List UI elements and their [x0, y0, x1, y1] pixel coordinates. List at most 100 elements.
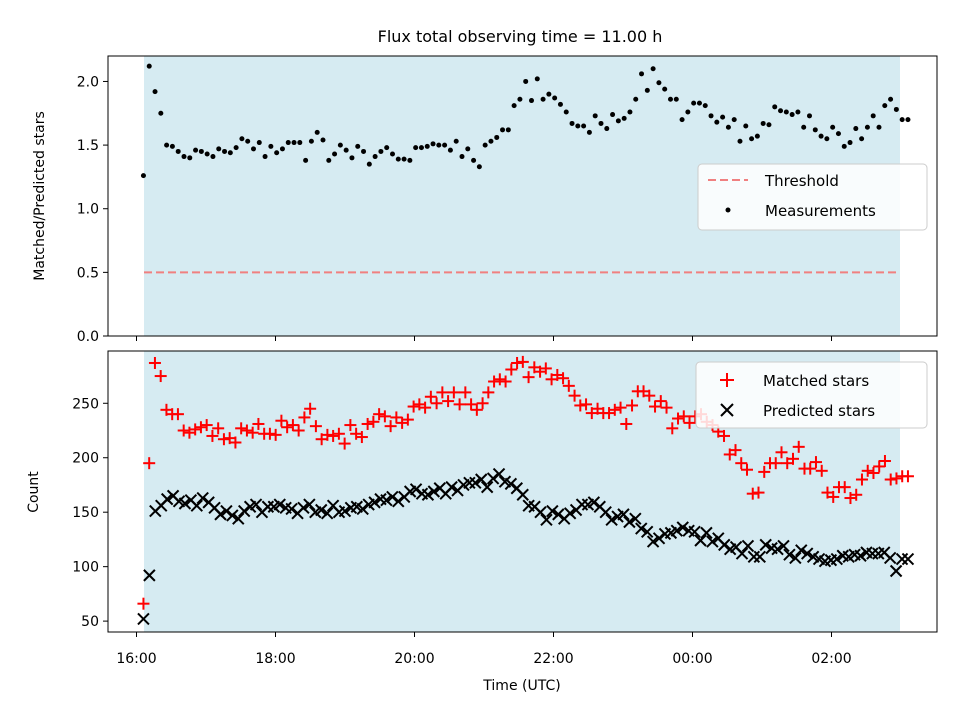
- measurement-point: [783, 109, 789, 115]
- measurement-point: [679, 117, 685, 123]
- measurement-point: [424, 143, 430, 149]
- predicted-star-point: [795, 544, 808, 557]
- matched-star-point: [649, 400, 662, 413]
- predicted-star-point: [534, 505, 547, 519]
- predicted-star-point: [475, 473, 488, 486]
- top-y-tick-label: 0.5: [77, 265, 99, 281]
- matched-star-point: [557, 372, 570, 385]
- matched-star-point: [390, 411, 403, 424]
- matched-star-point: [677, 410, 690, 423]
- measurement-point: [175, 148, 181, 154]
- matched-star-point: [493, 373, 506, 386]
- measurement-point: [743, 123, 749, 129]
- measurement-point: [181, 154, 187, 160]
- bottom-y-ticks: 50 100 150 200 250: [72, 396, 108, 630]
- bottom-y-tick-label: 200: [72, 451, 99, 467]
- top-axes-frame: [107, 55, 938, 337]
- matched-star-point: [873, 460, 886, 473]
- measurement-point: [598, 120, 604, 126]
- matched-star-point: [137, 597, 150, 610]
- predicted-star-point: [676, 521, 689, 534]
- predicted-star-point: [617, 508, 630, 521]
- measurement-point: [222, 148, 228, 154]
- bottom-y-tick-label: 50: [81, 614, 99, 630]
- matched-star-point: [465, 398, 478, 411]
- measurement-point: [233, 145, 239, 151]
- measurement-point: [789, 112, 795, 118]
- matched-star-point: [171, 408, 184, 421]
- matched-star-point: [867, 466, 880, 479]
- measurement-point: [685, 109, 691, 115]
- measurement-point: [517, 96, 523, 102]
- matched-star-point: [741, 463, 754, 476]
- measurement-point: [835, 131, 841, 137]
- predicted-star-point: [854, 549, 867, 562]
- matched-star-point: [499, 375, 512, 388]
- matched-star-point: [660, 401, 673, 414]
- predicted-star-point: [232, 512, 245, 525]
- measurement-point: [511, 103, 517, 109]
- measurement-point: [442, 142, 448, 148]
- measurement-point: [731, 117, 737, 123]
- predicted-star-point: [640, 525, 654, 539]
- bottom-x-ticks: 16:00 18:00 20:00 22:00 00:00 02:00: [116, 632, 852, 667]
- legend-predicted-label: Predicted stars: [763, 402, 875, 420]
- predicted-star-point: [718, 538, 731, 552]
- measurement-point: [187, 155, 193, 161]
- matched-star-point: [292, 424, 305, 437]
- matched-star-point: [332, 427, 345, 440]
- matched-star-point: [246, 426, 259, 439]
- matched-star-point: [281, 421, 294, 434]
- predicted-star-point: [249, 498, 263, 511]
- predicted-star-point: [646, 535, 660, 548]
- top-y-axis-label: Matched/Predicted stars: [32, 111, 48, 281]
- measurement-point: [343, 147, 349, 153]
- predicted-star-point: [789, 551, 802, 565]
- measurements-series: [140, 63, 911, 179]
- measurement-point: [476, 164, 482, 170]
- x-tick-label: 20:00: [394, 651, 434, 667]
- measurement-point: [268, 143, 274, 149]
- measurement-point: [818, 133, 824, 139]
- legend-measurements-label: Measurements: [765, 202, 876, 220]
- predicted-star-point: [771, 543, 784, 556]
- matched-star-point: [442, 395, 455, 408]
- measurement-point: [332, 151, 338, 157]
- measurement-point: [702, 103, 708, 109]
- measurement-point: [528, 98, 534, 104]
- predicted-star-point: [320, 507, 334, 520]
- measurement-point: [754, 133, 760, 139]
- measurement-point: [534, 76, 540, 82]
- matched-star-point: [240, 424, 253, 437]
- measurement-point: [725, 124, 731, 130]
- measurement-point: [650, 66, 656, 72]
- predicted-star-point: [629, 512, 642, 525]
- matched-star-point: [235, 422, 248, 435]
- predicted-star-point: [297, 501, 310, 515]
- predicted-star-point: [214, 508, 227, 521]
- matched-star-point: [746, 487, 759, 500]
- measurement-point: [453, 138, 459, 144]
- measurement-point: [841, 143, 847, 149]
- measurement-point: [436, 142, 442, 148]
- matched-star-point: [189, 423, 202, 436]
- predicted-star-point: [380, 494, 393, 507]
- measurement-point: [314, 129, 320, 135]
- matched-star-point: [850, 488, 863, 501]
- matched-star-point: [275, 414, 288, 427]
- measurement-point: [615, 118, 621, 124]
- matched-star-point: [511, 356, 524, 369]
- measurement-point: [569, 120, 575, 126]
- measurement-point: [853, 126, 859, 132]
- matched-star-point: [878, 455, 891, 468]
- measurement-point: [146, 63, 152, 69]
- predicted-star-point: [694, 534, 707, 547]
- matched-star-point: [861, 464, 874, 477]
- predicted-star-point: [605, 513, 618, 527]
- matched-star-point: [194, 421, 207, 434]
- predicted-star-point: [196, 491, 209, 505]
- predicted-star-point: [427, 485, 441, 498]
- top-y-tick-label: 1.0: [77, 202, 99, 218]
- matched-star-point: [148, 356, 161, 369]
- matched-star-point: [792, 440, 805, 453]
